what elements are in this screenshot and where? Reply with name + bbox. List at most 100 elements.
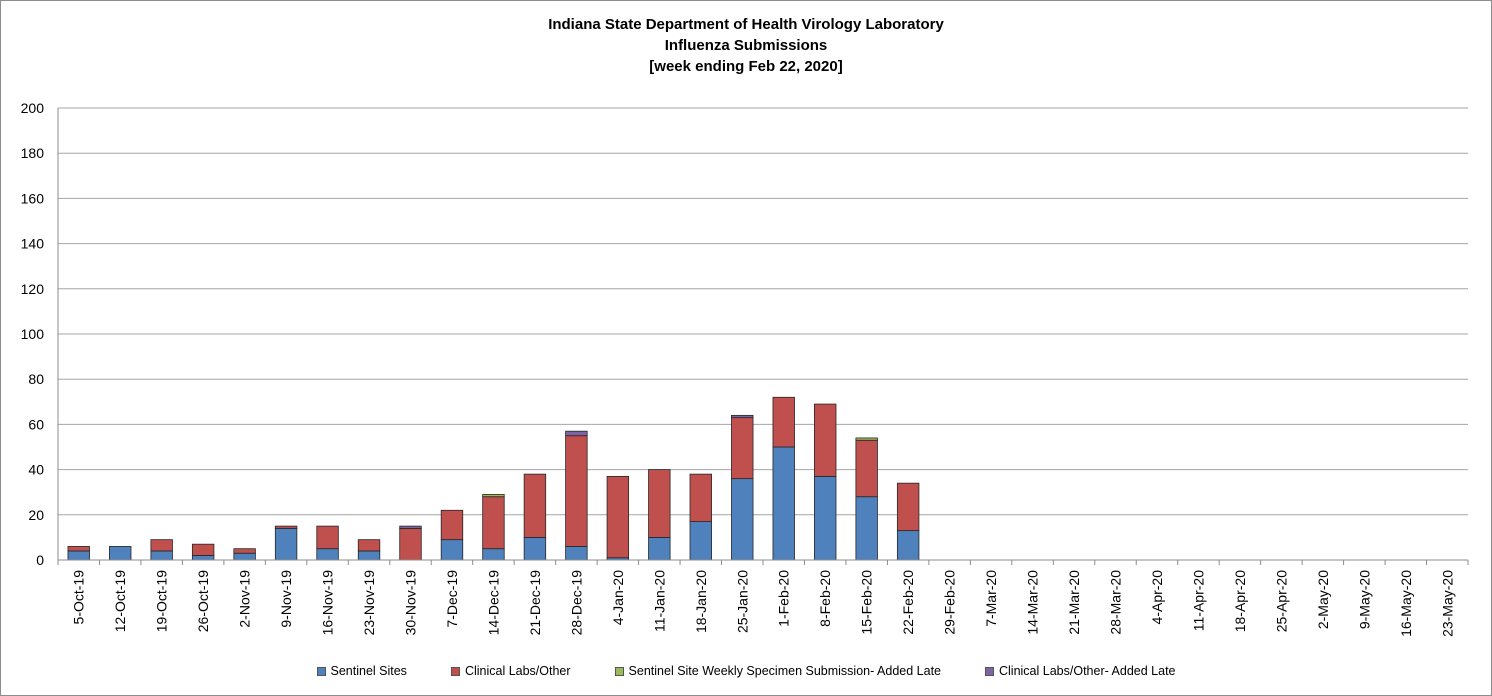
bar-segment	[67, 550, 90, 561]
x-tick-label: 26-Oct-19	[195, 570, 211, 632]
bar-segment	[731, 417, 754, 480]
bar-segment	[150, 539, 173, 552]
x-tick-label: 18-Apr-20	[1232, 570, 1248, 632]
bar-segment	[399, 525, 422, 529]
bar-segment	[855, 496, 878, 561]
x-tick-label: 16-Nov-19	[320, 570, 336, 636]
legend-item: Sentinel Sites	[316, 664, 407, 678]
bar-segment	[482, 496, 505, 550]
bar-segment	[523, 537, 547, 561]
bar-segment	[109, 546, 132, 561]
y-tick-label: 40	[28, 462, 44, 478]
x-tick-label: 5-Oct-19	[71, 570, 87, 625]
legend-label: Sentinel Sites	[330, 664, 407, 678]
bar-segment	[689, 521, 712, 561]
bar-segment	[67, 546, 90, 552]
bar-segment	[191, 555, 215, 561]
bar-segment	[896, 482, 920, 532]
legend-swatch	[316, 666, 326, 676]
x-tick-label: 2-May-20	[1315, 570, 1331, 629]
legend-item: Clinical Labs/Other- Added Late	[985, 664, 1176, 678]
x-tick-label: 1-Feb-20	[776, 570, 792, 627]
bars	[67, 396, 920, 561]
x-tick-label: 14-Mar-20	[1025, 570, 1041, 635]
gridlines	[58, 107, 1468, 561]
chart-title: Indiana State Department of Health Virol…	[0, 14, 1492, 77]
bar-segment	[357, 550, 381, 561]
x-tick-label: 23-Nov-19	[361, 570, 377, 636]
legend-item: Clinical Labs/Other	[450, 664, 571, 678]
bar-segment	[233, 548, 256, 554]
y-tick-label: 160	[21, 190, 45, 206]
y-tick-label: 140	[21, 236, 45, 252]
x-tick-label: 11-Apr-20	[1190, 570, 1206, 631]
bar-segment	[233, 552, 256, 561]
x-tick-label: 16-May-20	[1398, 570, 1414, 637]
legend: Sentinel Sites Clinical Labs/Other Sentine…	[0, 664, 1492, 678]
bar-segment	[482, 548, 505, 561]
y-tick-label: 100	[21, 326, 45, 342]
bar-segment	[316, 548, 339, 561]
bar-segment	[731, 478, 754, 561]
x-tick-label: 2-Nov-19	[237, 570, 253, 628]
legend-item: Sentinel Site Weekly Specimen Submission…	[614, 664, 941, 678]
bar-segment	[565, 435, 588, 547]
x-tick-label: 29-Feb-20	[942, 570, 958, 635]
x-tick-label: 23-May-20	[1439, 570, 1455, 637]
x-tick-label: 22-Feb-20	[900, 570, 916, 635]
bar-segment	[772, 396, 795, 448]
x-tick-label: 9-Nov-19	[278, 570, 294, 628]
x-tick-label: 9-May-20	[1356, 570, 1372, 629]
legend-label: Sentinel Site Weekly Specimen Submission…	[628, 664, 941, 678]
bar-segment	[440, 509, 464, 541]
x-tick-label: 28-Dec-19	[568, 570, 584, 636]
x-tick-label: 4-Apr-20	[1149, 570, 1165, 625]
chart-title-line-1: Indiana State Department of Health Virol…	[548, 16, 944, 33]
bar-segment	[565, 430, 588, 437]
x-tick-label: 21-Dec-19	[527, 570, 543, 636]
bar-segment	[814, 475, 837, 561]
x-tick-label: 12-Oct-19	[112, 570, 128, 632]
y-axis: 0 20 40 60 80 100 120 140 160 180 200	[21, 100, 59, 568]
x-tick-label: 15-Feb-20	[859, 570, 875, 635]
x-tick-label: 14-Dec-19	[485, 570, 501, 636]
y-tick-label: 180	[21, 145, 45, 161]
bar-segment	[896, 530, 920, 561]
bar-segment	[565, 546, 588, 561]
bar-segment	[606, 475, 630, 559]
x-tick-label: 25-Apr-20	[1273, 570, 1289, 632]
legend-swatch	[450, 666, 460, 676]
y-tick-label: 20	[28, 507, 44, 523]
y-tick-label: 120	[21, 281, 45, 297]
x-tick-label: 11-Jan-20	[651, 570, 667, 632]
x-tick-label: 18-Jan-20	[693, 570, 709, 633]
bar-segment	[482, 494, 505, 498]
bar-segment	[772, 446, 795, 561]
legend-swatch	[985, 666, 994, 676]
bar-segment	[399, 527, 422, 561]
y-tick-label: 200	[21, 100, 45, 116]
bar-segment	[689, 473, 712, 522]
bar-segment	[274, 525, 298, 529]
bar-segment	[191, 543, 215, 556]
bar-segment	[316, 525, 339, 550]
bar-segment	[150, 550, 173, 561]
x-tick-label: 28-Mar-20	[1108, 570, 1124, 635]
x-tick-label: 8-Feb-20	[817, 570, 833, 627]
chart-title-line-2: Influenza Submissions	[664, 37, 828, 54]
chart-title-line-3: [week ending Feb 22, 2020]	[649, 58, 843, 75]
x-tick-label: 19-Oct-19	[154, 570, 170, 632]
bar-segment	[274, 527, 298, 561]
bar-segment	[523, 473, 547, 538]
bar-segment	[440, 539, 464, 561]
bar-segment	[648, 469, 671, 538]
x-tick-label: 4-Jan-20	[610, 570, 626, 625]
y-tick-label: 80	[28, 371, 44, 387]
y-tick-label: 60	[28, 416, 44, 432]
legend-label: Clinical Labs/Other	[464, 664, 571, 678]
bar-segment	[731, 414, 754, 419]
x-tick-label: 25-Jan-20	[734, 570, 750, 633]
legend-label: Clinical Labs/Other- Added Late	[999, 664, 1176, 678]
